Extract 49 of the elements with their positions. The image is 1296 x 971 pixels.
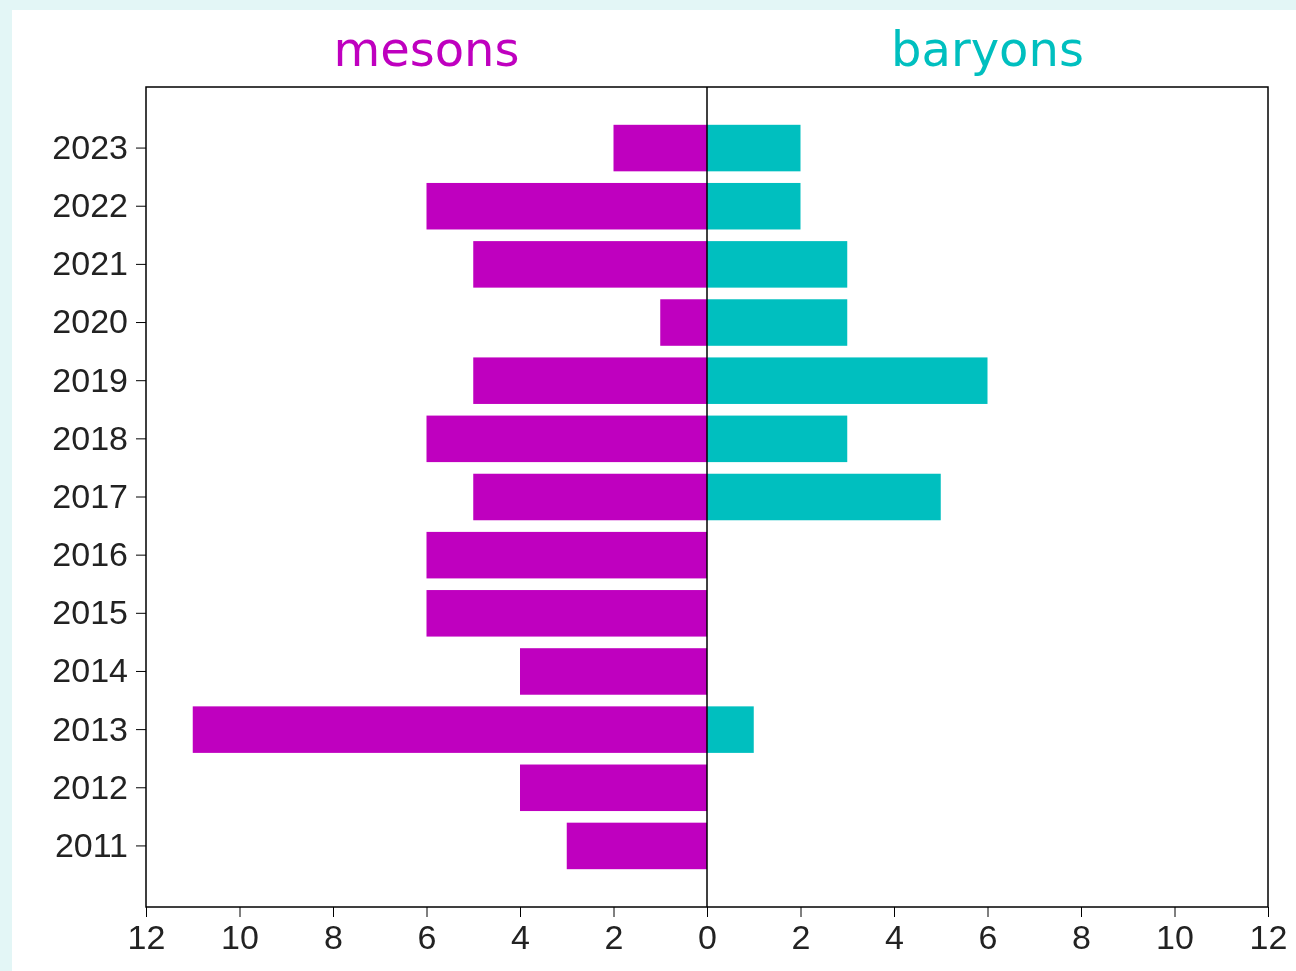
bar bbox=[426, 531, 707, 579]
x-tick-label: 4 bbox=[511, 917, 530, 956]
x-tick-label: 0 bbox=[698, 917, 717, 956]
text: mesons bbox=[333, 21, 520, 77]
x-tick-label: 10 bbox=[1156, 917, 1194, 956]
y-tick-label: 2023 bbox=[52, 127, 128, 166]
x-tick-label: 2 bbox=[604, 917, 624, 956]
bar bbox=[473, 357, 707, 404]
y-tick-label: 2011 bbox=[54, 825, 128, 864]
y-tick-label: 2022 bbox=[52, 186, 128, 225]
text: baryons bbox=[891, 21, 1084, 77]
x-tick-label: 4 bbox=[885, 917, 904, 956]
x-tick-label: 8 bbox=[1072, 917, 1091, 956]
bar bbox=[707, 124, 801, 172]
x-tick-label: 12 bbox=[127, 917, 166, 956]
y-tick-label: 2012 bbox=[52, 767, 128, 806]
bar bbox=[660, 299, 707, 346]
x-tick-label: 10 bbox=[221, 917, 259, 956]
bar bbox=[707, 241, 848, 288]
y-tick-label: 2021 bbox=[52, 244, 128, 283]
bar bbox=[707, 415, 848, 463]
bar bbox=[426, 182, 707, 230]
x-tick-label: 2 bbox=[791, 917, 811, 956]
bar bbox=[520, 648, 707, 695]
y-tick-label: 2018 bbox=[52, 418, 128, 457]
bar bbox=[707, 357, 988, 404]
x-tick-label: 12 bbox=[1249, 917, 1288, 956]
y-tick-label: 2020 bbox=[52, 302, 128, 341]
bar bbox=[473, 473, 707, 521]
bar bbox=[426, 415, 707, 463]
bar bbox=[473, 241, 707, 288]
bar bbox=[613, 124, 707, 172]
y-tick-label: 2013 bbox=[52, 709, 128, 748]
y-tick-label: 2019 bbox=[52, 360, 128, 399]
bar bbox=[192, 706, 707, 753]
bar bbox=[707, 299, 848, 346]
bar bbox=[566, 822, 707, 870]
y-tick-label: 2016 bbox=[52, 535, 128, 574]
x-tick-label: 6 bbox=[417, 917, 437, 956]
bar bbox=[426, 590, 707, 637]
x-tick-label: 8 bbox=[324, 917, 343, 956]
bar bbox=[707, 182, 801, 230]
x-tick-label: 6 bbox=[978, 917, 998, 956]
bar bbox=[707, 706, 754, 753]
y-tick-label: 2014 bbox=[52, 651, 128, 690]
bar bbox=[520, 764, 707, 812]
bar bbox=[707, 473, 941, 521]
y-tick-label: 2017 bbox=[52, 476, 128, 515]
y-tick-label: 2015 bbox=[52, 593, 128, 632]
